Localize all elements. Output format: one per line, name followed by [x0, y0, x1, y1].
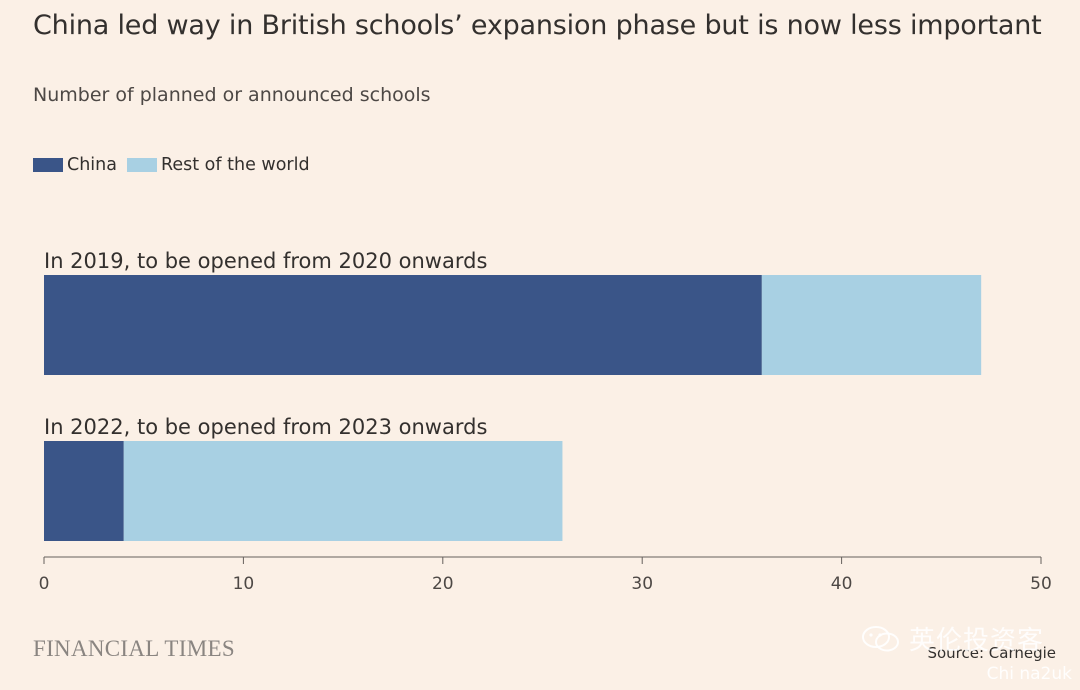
legend: China Rest of the world [33, 155, 320, 175]
chart-subtitle: Number of planned or announced schools [33, 84, 431, 106]
category-label: In 2022, to be opened from 2023 onwards [44, 415, 487, 439]
legend-label-china: China [67, 155, 117, 175]
legend-swatch-rest-of-world [127, 158, 157, 172]
x-tick-label: 20 [432, 574, 454, 594]
bar-china [44, 441, 124, 541]
watermark-text: 英伦投资客 [908, 626, 1044, 656]
source-note: Source: Carnegie [927, 644, 1056, 662]
legend-item-china: China [33, 155, 117, 175]
legend-swatch-china [33, 158, 63, 172]
watermark: 英伦投资客 [861, 620, 1044, 657]
x-tick-label: 40 [831, 574, 853, 594]
bar-rest-of-world [123, 441, 563, 541]
watermark-sub: Chi na2uk [986, 664, 1072, 684]
legend-item-rest-of-world: Rest of the world [127, 155, 310, 175]
x-tick-label: 50 [1030, 574, 1052, 594]
x-tick-label: 0 [39, 574, 50, 594]
x-tick-label: 30 [631, 574, 653, 594]
ft-logo: FINANCIAL TIMES [33, 636, 235, 661]
wechat-icon [861, 625, 899, 651]
legend-label-rest-of-world: Rest of the world [161, 155, 310, 175]
bar-rest-of-world [761, 275, 982, 375]
bar-china [44, 275, 762, 375]
category-label: In 2019, to be opened from 2020 onwards [44, 249, 487, 273]
x-tick-label: 10 [233, 574, 255, 594]
chart-title: China led way in British schools’ expans… [33, 10, 1042, 41]
